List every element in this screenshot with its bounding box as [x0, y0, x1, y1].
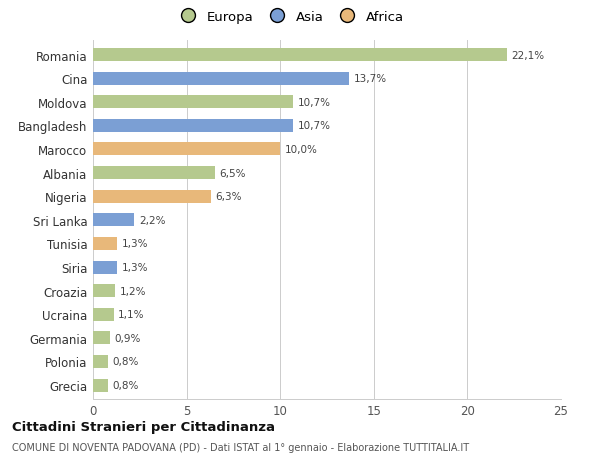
- Text: 0,9%: 0,9%: [115, 333, 141, 343]
- Bar: [93, 355, 108, 368]
- Text: 10,0%: 10,0%: [285, 145, 318, 155]
- Bar: [93, 143, 280, 156]
- Text: 22,1%: 22,1%: [511, 50, 545, 61]
- Text: 10,7%: 10,7%: [298, 121, 331, 131]
- Bar: [93, 214, 134, 227]
- Bar: [93, 96, 293, 109]
- Text: 0,8%: 0,8%: [113, 357, 139, 367]
- Text: Cittadini Stranieri per Cittadinanza: Cittadini Stranieri per Cittadinanza: [12, 420, 275, 433]
- Bar: [93, 331, 110, 345]
- Text: 1,2%: 1,2%: [120, 286, 146, 296]
- Text: COMUNE DI NOVENTA PADOVANA (PD) - Dati ISTAT al 1° gennaio - Elaborazione TUTTIT: COMUNE DI NOVENTA PADOVANA (PD) - Dati I…: [12, 442, 469, 452]
- Bar: [93, 73, 349, 85]
- Text: 13,7%: 13,7%: [354, 74, 387, 84]
- Text: 2,2%: 2,2%: [139, 215, 166, 225]
- Bar: [93, 120, 293, 133]
- Legend: Europa, Asia, Africa: Europa, Asia, Africa: [171, 7, 408, 28]
- Text: 1,3%: 1,3%: [122, 263, 149, 273]
- Text: 0,8%: 0,8%: [113, 380, 139, 390]
- Bar: [93, 167, 215, 179]
- Text: 6,5%: 6,5%: [220, 168, 246, 178]
- Bar: [93, 285, 115, 297]
- Bar: [93, 190, 211, 203]
- Bar: [93, 237, 118, 250]
- Text: 1,1%: 1,1%: [118, 309, 145, 319]
- Text: 10,7%: 10,7%: [298, 98, 331, 107]
- Bar: [93, 379, 108, 392]
- Bar: [93, 308, 113, 321]
- Text: 1,3%: 1,3%: [122, 239, 149, 249]
- Bar: [93, 49, 507, 62]
- Text: 6,3%: 6,3%: [215, 192, 242, 202]
- Bar: [93, 261, 118, 274]
